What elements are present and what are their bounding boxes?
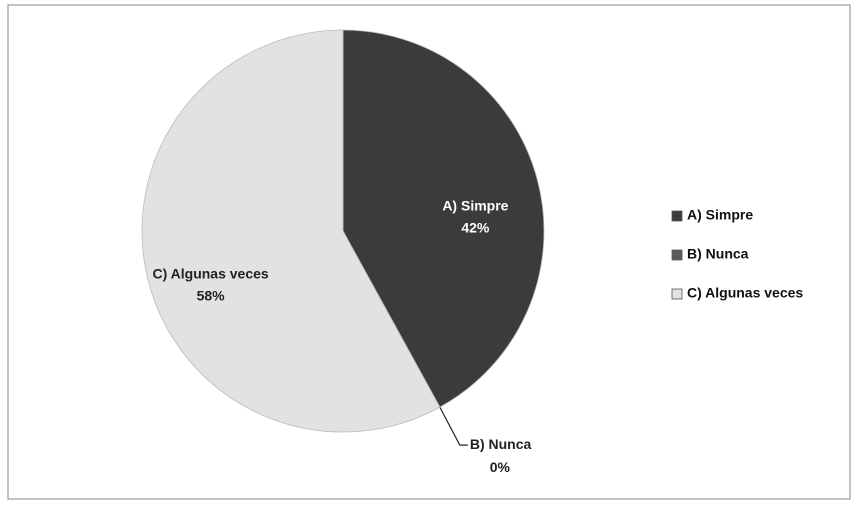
leader-line (439, 406, 468, 446)
data-label-value: 58% (197, 288, 226, 304)
data-label-value: 42% (461, 220, 490, 236)
data-label-name: C) Algunas veces (153, 266, 269, 282)
data-label-value: 0% (490, 459, 511, 475)
pie-slice (342, 29, 545, 408)
legend-label: A) Simpre (687, 207, 753, 223)
legend-swatch (671, 288, 683, 300)
legend-label: B) Nunca (687, 246, 749, 262)
legend-swatch (671, 249, 683, 261)
data-label-name: B) Nunca (470, 436, 532, 452)
legend-label: C) Algunas veces (687, 285, 803, 301)
legend-swatch (671, 210, 683, 222)
pie-slice (141, 29, 441, 433)
data-label-name: A) Simpre (442, 198, 508, 214)
